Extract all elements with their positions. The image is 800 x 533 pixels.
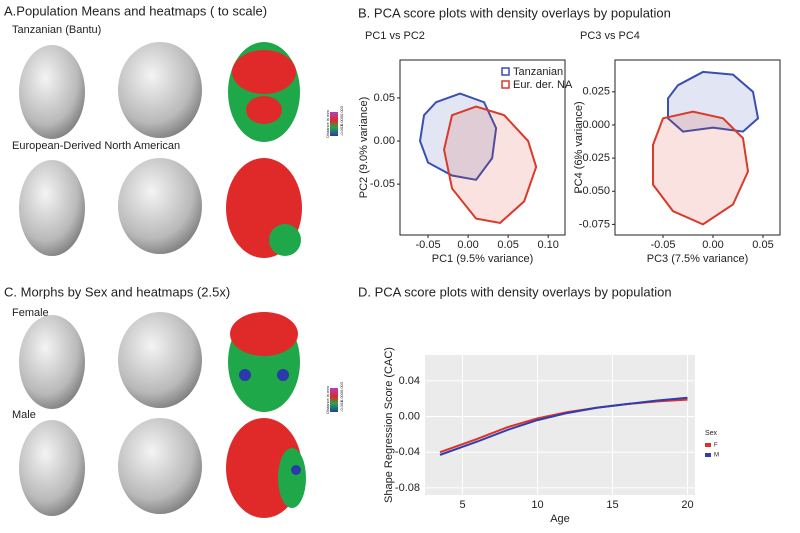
face-front — [19, 315, 85, 409]
face-row — [19, 312, 300, 412]
colorbar: Distance in mm -0.003 0.000 0.003 — [325, 381, 344, 414]
legend-title: Sex — [705, 430, 718, 437]
y-tick-label: -0.05 — [370, 178, 395, 190]
colorbar-title: Distance in mm — [325, 386, 330, 414]
legend-label: M — [714, 453, 719, 459]
colorbar-gradient — [330, 112, 338, 136]
face-row — [19, 158, 302, 258]
row-label: Male — [12, 409, 36, 421]
face-front — [19, 45, 85, 139]
x-tick-label: 20 — [681, 499, 693, 511]
heatmap-region — [230, 312, 298, 356]
legend-swatch — [705, 453, 711, 457]
y-tick-label: 0.00 — [399, 410, 420, 422]
colorbar-label: -0.003 — [339, 400, 344, 412]
panel-title: D. PCA score plots with density overlays… — [358, 284, 672, 299]
colorbar-label: -0.003 — [339, 124, 344, 136]
density-contour — [652, 110, 750, 226]
row-label: European-Derived North American — [12, 140, 180, 152]
density-contour — [443, 105, 538, 225]
y-axis-label: PC4 (6% variance) — [573, 101, 585, 193]
y-axis-label: Shape Regression Score (CAC) — [383, 347, 395, 503]
faces — [19, 42, 306, 518]
row-label: Tanzanian (Bantu) — [12, 24, 101, 36]
heatmap-region — [246, 96, 282, 124]
density-contour — [667, 70, 760, 133]
heatmap-region — [269, 224, 301, 256]
colorbar-label: 0.003 — [339, 381, 344, 392]
x-axis-label: Age — [550, 513, 570, 525]
panel-title: A.Population Means and heatmaps ( to sca… — [4, 3, 267, 18]
x-axis-label: PC1 (9.5% variance) — [432, 253, 534, 265]
heatmap-region — [277, 369, 289, 381]
colorbar-title: Distance in mm — [325, 110, 330, 138]
chart-subtitle: PC3 vs PC4 — [580, 30, 640, 42]
x-tick-label: 0.05 — [752, 239, 773, 251]
x-tick-label: -0.05 — [415, 239, 440, 251]
colorbar-label: 0.000 — [339, 391, 344, 402]
heatmap-region — [291, 465, 301, 475]
legend-label: Eur. der. NA — [513, 79, 573, 91]
face-profile — [118, 312, 202, 408]
x-tick-label: 5 — [459, 499, 465, 511]
y-tick-label: 0.025 — [582, 86, 610, 98]
plot-area — [425, 355, 695, 495]
trend-line — [439, 396, 688, 456]
colorbar: Distance in mm -0.003 0.000 0.003 — [325, 105, 344, 138]
chart-subtitle: PC1 vs PC2 — [365, 30, 425, 42]
y-tick-label: -0.050 — [579, 185, 610, 197]
y-tick-label: 0.05 — [374, 92, 395, 104]
x-tick-label: 0.05 — [497, 239, 518, 251]
heatmap-region — [278, 448, 306, 508]
y-tick-label: -0.075 — [579, 218, 610, 230]
face-front — [19, 160, 85, 256]
colorbar-label: 0.000 — [339, 115, 344, 126]
y-tick-label: 0.000 — [582, 119, 610, 131]
plot-area — [614, 59, 781, 236]
legend-swatch — [501, 80, 510, 89]
face-profile — [118, 418, 202, 514]
legend-swatch — [501, 67, 510, 76]
heatmap-region — [232, 50, 296, 94]
x-axis-label: PC3 (7.5% variance) — [647, 253, 749, 265]
density-contour — [418, 92, 498, 181]
colorbar-gradient — [330, 388, 338, 412]
face-profile — [118, 42, 202, 138]
plot-area — [399, 59, 566, 236]
x-tick-label: -0.05 — [650, 239, 675, 251]
x-tick-label: 0.00 — [457, 239, 478, 251]
face-profile — [118, 158, 202, 254]
y-tick-label: -0.04 — [395, 446, 420, 458]
y-tick-label: 0.04 — [399, 375, 420, 387]
y-tick-label: -0.08 — [395, 482, 420, 494]
x-tick-label: 0.10 — [537, 239, 558, 251]
face-row — [19, 42, 300, 142]
legend-label: Tanzanian — [513, 66, 563, 78]
x-tick-label: 10 — [531, 499, 543, 511]
panel-title: B. PCA score plots with density overlays… — [358, 5, 671, 20]
panel-title: C. Morphs by Sex and heatmaps (2.5x) — [4, 284, 230, 299]
x-tick-label: 0.00 — [702, 239, 723, 251]
x-tick-label: 15 — [606, 499, 618, 511]
face-front — [19, 420, 85, 516]
row-label: Female — [12, 307, 49, 319]
y-axis-label: PC2 (9.0% variance) — [358, 97, 370, 199]
face-row — [19, 418, 306, 518]
colorbar-label: 0.003 — [339, 105, 344, 116]
legend-label: F — [714, 443, 718, 449]
heatmap-region — [239, 369, 251, 381]
legend-swatch — [705, 443, 711, 447]
y-tick-label: 0.00 — [374, 135, 395, 147]
y-tick-label: -0.025 — [579, 152, 610, 164]
